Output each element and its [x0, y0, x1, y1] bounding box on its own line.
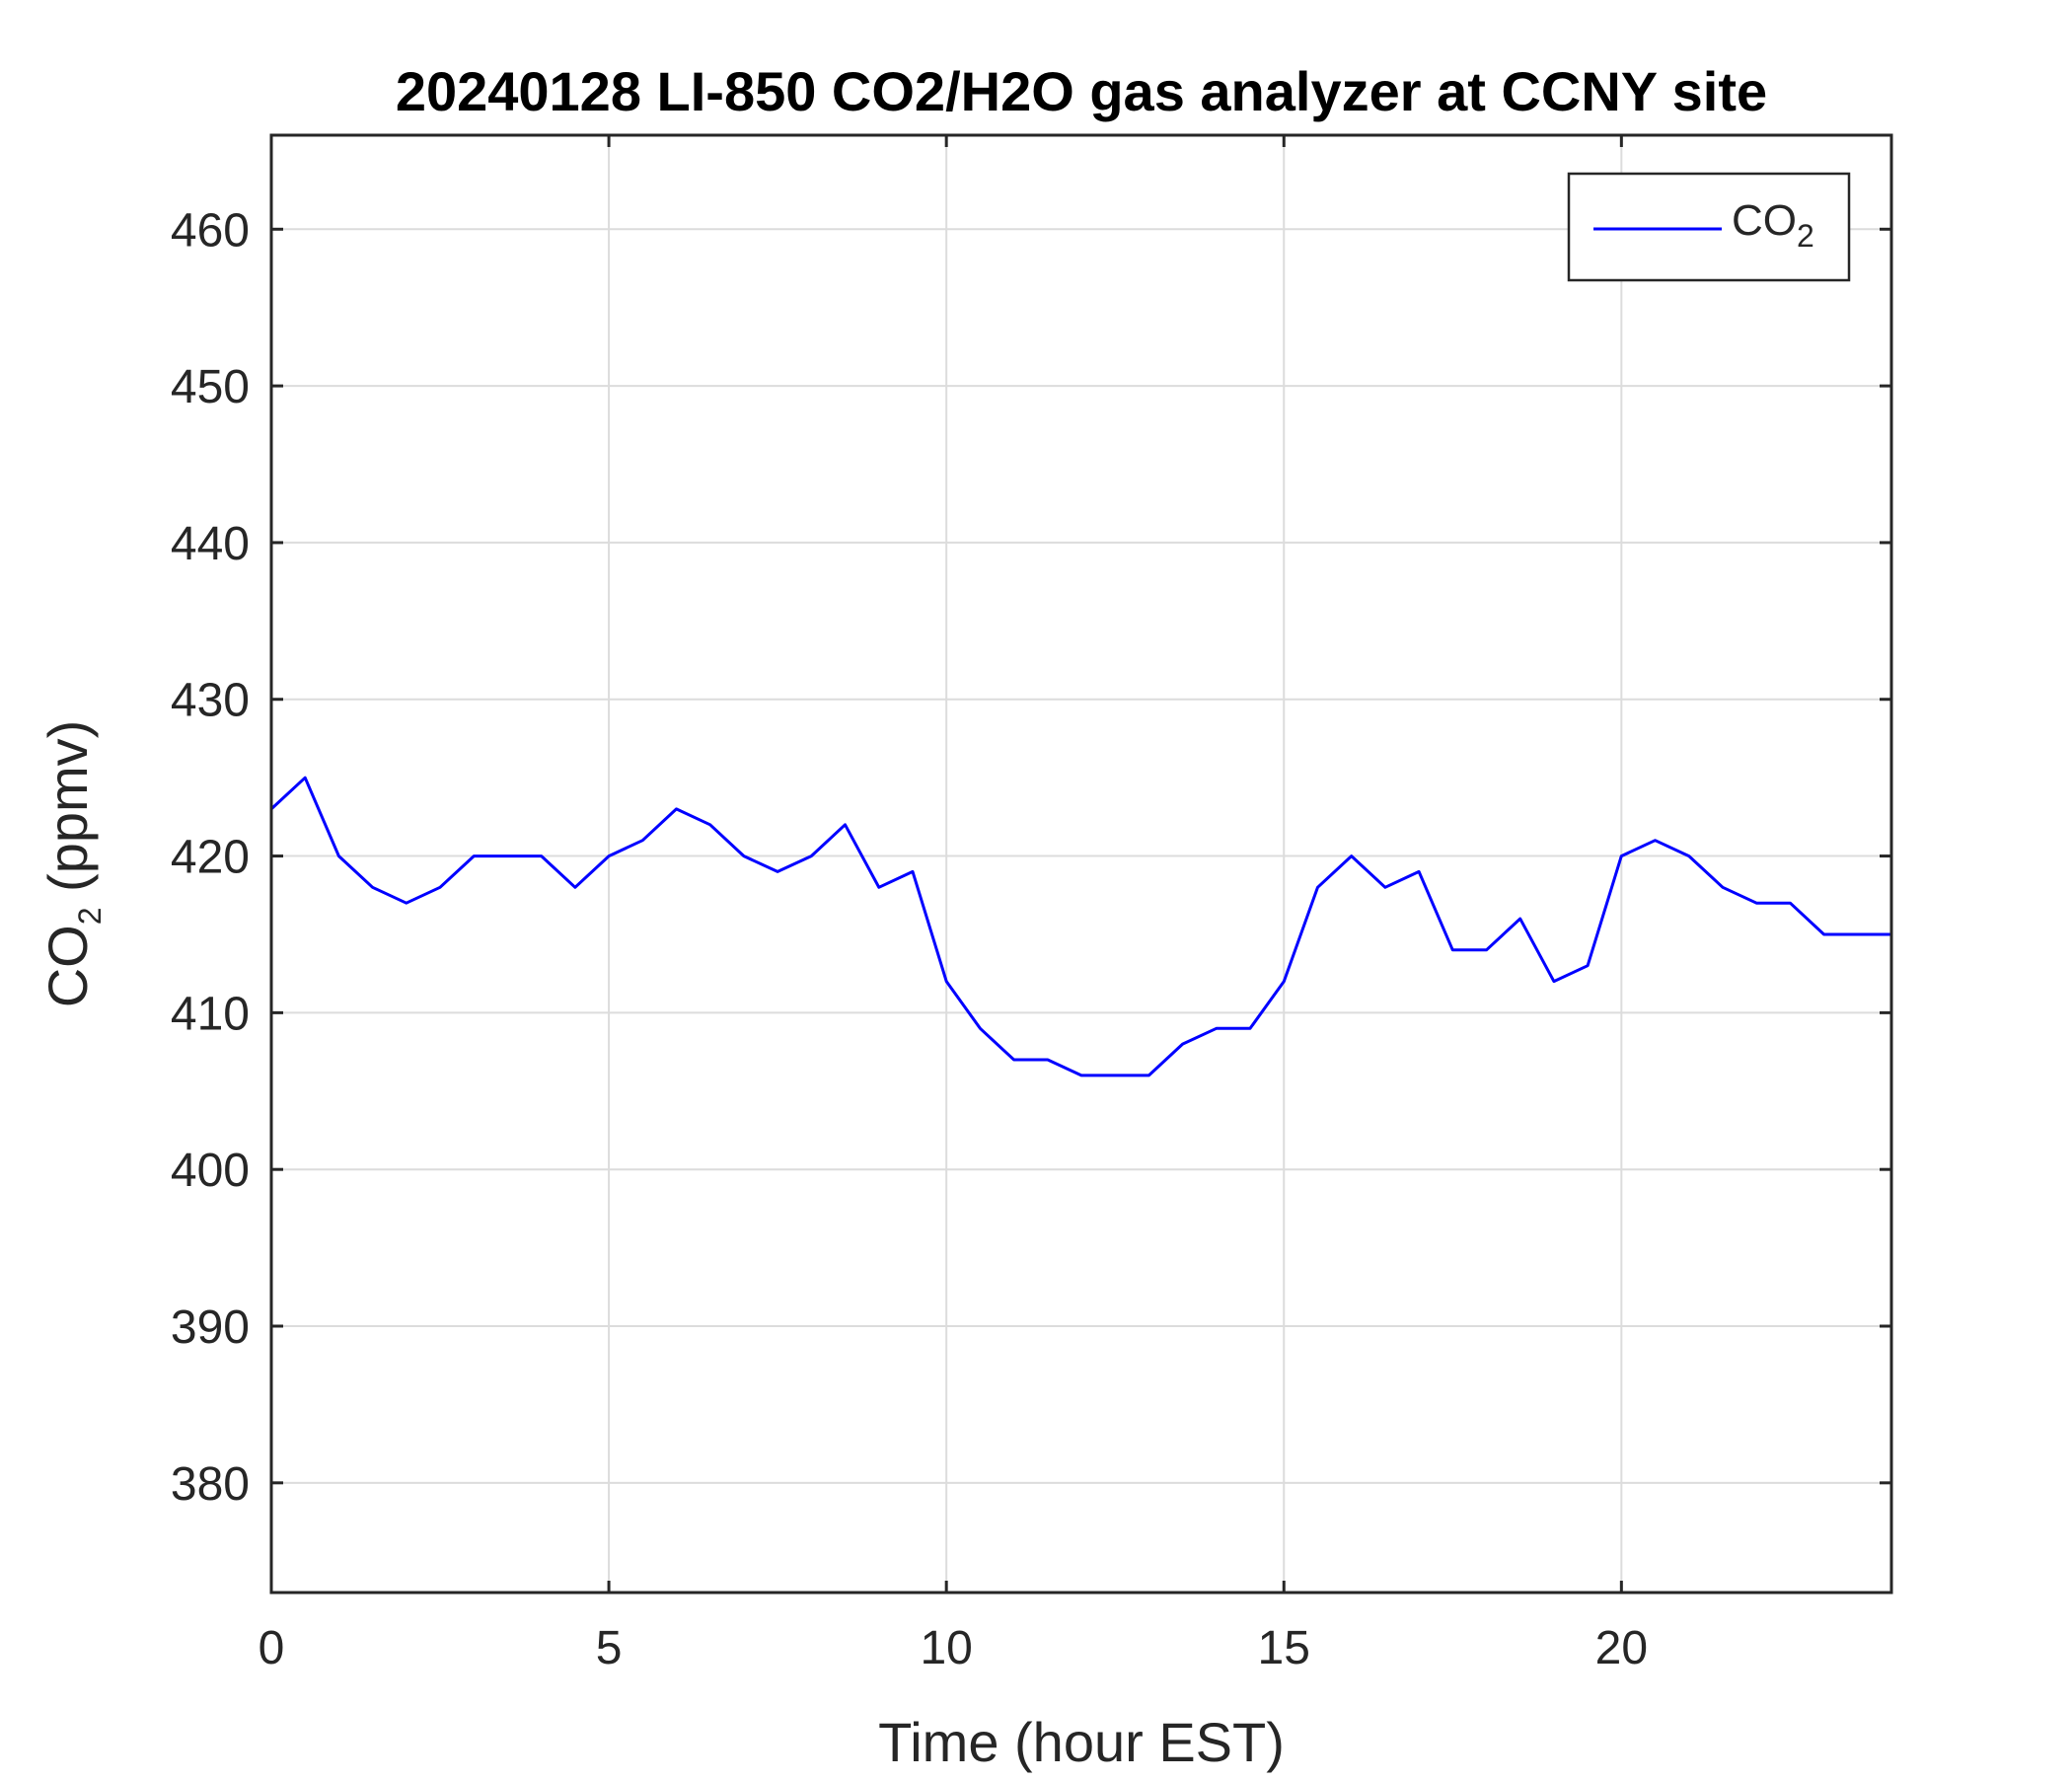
y-tick-label: 410	[171, 988, 250, 1040]
x-tick-label: 5	[596, 1622, 623, 1674]
y-tick-label: 430	[171, 675, 250, 727]
y-tick-label: 420	[171, 832, 250, 884]
chart-title: 20240128 LI-850 CO2/H2O gas analyzer at …	[396, 60, 1767, 122]
y-tick-label: 400	[171, 1145, 250, 1197]
y-axis-label: CO2 (ppmv)	[37, 720, 108, 1008]
x-tick-label: 20	[1595, 1622, 1648, 1674]
y-tick-label: 380	[171, 1458, 250, 1511]
x-tick-label: 10	[920, 1622, 972, 1674]
y-tick-label: 460	[171, 204, 250, 257]
y-tick-label: 450	[171, 361, 250, 413]
legend-label-co2: CO2	[1732, 196, 1814, 254]
x-tick-label: 0	[259, 1622, 285, 1674]
legend-box	[1567, 172, 1851, 282]
series-line-co2	[269, 776, 1891, 1077]
x-tick-label: 15	[1258, 1622, 1310, 1674]
plot-frame	[269, 133, 1893, 1595]
y-tick-label: 440	[171, 518, 250, 570]
y-tick-label: 390	[171, 1301, 250, 1354]
legend: CO2	[1567, 172, 1851, 282]
x-axis-label: Time (hour EST)	[878, 1711, 1285, 1773]
